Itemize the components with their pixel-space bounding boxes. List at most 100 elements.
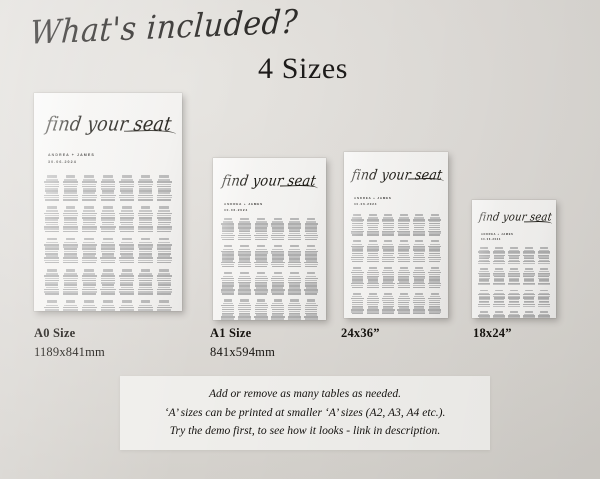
table-block[interactable] <box>44 300 60 311</box>
table-block[interactable] <box>304 245 318 268</box>
table-block[interactable] <box>137 175 154 201</box>
table-block[interactable] <box>119 206 135 233</box>
table-block[interactable] <box>271 299 285 320</box>
table-block[interactable] <box>493 289 506 308</box>
table-block[interactable] <box>156 300 172 311</box>
table-block[interactable] <box>478 268 491 286</box>
table-block[interactable] <box>493 310 506 318</box>
table-block[interactable] <box>100 300 116 311</box>
poster-preview-24x36[interactable]: find your seat ANDREA + JAMES 30.06.2024 <box>344 152 448 318</box>
table-block[interactable] <box>412 266 426 289</box>
table-block[interactable] <box>522 268 535 286</box>
table-block[interactable] <box>428 292 441 315</box>
poster-preview-a0[interactable]: find your seat ANDREA + JAMES 30.06.2024 <box>34 93 182 311</box>
table-block[interactable] <box>397 240 410 262</box>
table-block[interactable] <box>304 299 318 320</box>
table-block[interactable] <box>221 299 235 320</box>
table-block[interactable] <box>44 237 60 264</box>
poster-preview-18x24[interactable]: find your seat ANDREA + JAMES 30.06.2024 <box>472 200 556 318</box>
table-block[interactable] <box>119 300 135 311</box>
table-block[interactable] <box>351 292 364 315</box>
table-block[interactable] <box>397 292 410 315</box>
table-block[interactable] <box>304 218 318 241</box>
table-block[interactable] <box>287 299 302 320</box>
table-block[interactable] <box>478 310 491 318</box>
table-block[interactable] <box>493 268 506 286</box>
table-block[interactable] <box>63 300 79 311</box>
table-block[interactable] <box>100 175 116 201</box>
table-block[interactable] <box>287 245 302 268</box>
table-block[interactable] <box>271 272 285 295</box>
table-block[interactable] <box>382 292 395 315</box>
table-block[interactable] <box>237 245 252 268</box>
table-block[interactable] <box>138 300 154 311</box>
table-block[interactable] <box>254 218 268 241</box>
table-block[interactable] <box>100 206 116 233</box>
table-block[interactable] <box>304 272 318 295</box>
table-block[interactable] <box>382 266 395 289</box>
table-block[interactable] <box>412 292 426 315</box>
table-block[interactable] <box>254 299 268 320</box>
table-block[interactable] <box>366 292 380 315</box>
table-block[interactable] <box>537 289 551 308</box>
table-block[interactable] <box>507 289 521 308</box>
table-block[interactable] <box>44 206 60 233</box>
table-block[interactable] <box>137 206 154 233</box>
table-block[interactable] <box>221 218 235 241</box>
table-block[interactable] <box>351 266 364 289</box>
table-block[interactable] <box>254 272 268 295</box>
table-block[interactable] <box>156 175 172 201</box>
table-block[interactable] <box>137 237 154 264</box>
table-block[interactable] <box>537 310 551 318</box>
table-block[interactable] <box>382 240 395 262</box>
table-block[interactable] <box>81 300 97 311</box>
table-block[interactable] <box>366 266 380 289</box>
table-block[interactable] <box>428 240 441 262</box>
table-block[interactable] <box>100 269 116 295</box>
table-block[interactable] <box>237 299 252 320</box>
poster-preview-a1[interactable]: find your seat ANDREA + JAMES 30.06.2024 <box>213 158 326 320</box>
table-block[interactable] <box>81 269 97 295</box>
table-block[interactable] <box>428 266 441 289</box>
table-block[interactable] <box>428 214 441 236</box>
table-block[interactable] <box>287 272 302 295</box>
table-block[interactable] <box>397 214 410 236</box>
table-block[interactable] <box>397 266 410 289</box>
table-block[interactable] <box>537 247 551 265</box>
table-block[interactable] <box>81 175 97 201</box>
table-block[interactable] <box>351 240 364 262</box>
table-block[interactable] <box>507 268 521 286</box>
table-block[interactable] <box>412 214 426 236</box>
table-block[interactable] <box>119 237 135 264</box>
table-block[interactable] <box>522 247 535 265</box>
table-block[interactable] <box>366 214 380 236</box>
table-block[interactable] <box>119 175 135 201</box>
table-block[interactable] <box>522 289 535 308</box>
table-block[interactable] <box>478 289 491 308</box>
table-block[interactable] <box>62 206 79 233</box>
table-block[interactable] <box>522 310 535 318</box>
table-block[interactable] <box>44 269 60 295</box>
table-block[interactable] <box>366 240 380 262</box>
table-block[interactable] <box>81 206 97 233</box>
table-block[interactable] <box>508 310 520 318</box>
table-block[interactable] <box>156 206 172 233</box>
table-block[interactable] <box>271 218 285 241</box>
table-block[interactable] <box>44 175 60 201</box>
table-block[interactable] <box>81 237 97 264</box>
table-block[interactable] <box>412 240 426 262</box>
table-block[interactable] <box>119 269 135 295</box>
table-block[interactable] <box>62 237 79 264</box>
table-block[interactable] <box>507 247 521 265</box>
table-block[interactable] <box>100 237 116 264</box>
table-block[interactable] <box>237 218 252 241</box>
table-block[interactable] <box>254 245 268 268</box>
table-block[interactable] <box>62 269 79 295</box>
table-block[interactable] <box>287 218 302 241</box>
table-block[interactable] <box>156 269 172 295</box>
table-block[interactable] <box>156 237 172 264</box>
table-block[interactable] <box>137 269 154 295</box>
table-block[interactable] <box>221 272 235 295</box>
table-block[interactable] <box>382 214 395 236</box>
table-block[interactable] <box>537 268 551 286</box>
